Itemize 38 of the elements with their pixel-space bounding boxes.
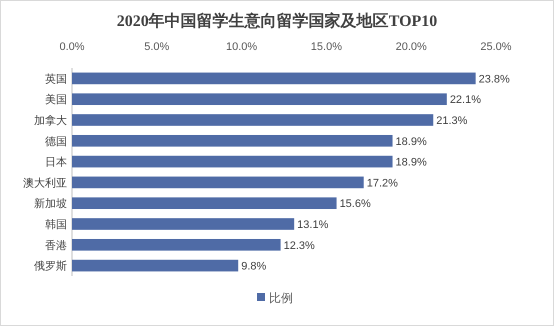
y-tick-label: 美国 [45, 93, 67, 106]
legend-label: 比例 [269, 291, 293, 305]
data-label: 18.9% [396, 136, 427, 148]
y-tick-label: 韩国 [45, 218, 67, 231]
bar [72, 134, 393, 147]
y-tick-label: 德国 [45, 136, 67, 148]
bar [72, 72, 476, 84]
data-label: 21.3% [436, 115, 468, 127]
y-tick-label: 加拿大 [34, 114, 67, 127]
x-tick-label: 10.0% [226, 41, 258, 53]
x-tick-label: 25.0% [480, 41, 512, 53]
y-tick-label: 澳大利亚 [23, 176, 67, 190]
chart-title: 2020年中国留学生意向留学国家及地区TOP10 [116, 11, 438, 30]
data-label: 9.8% [241, 260, 266, 273]
bar [72, 114, 434, 126]
data-label: 15.6% [340, 198, 371, 210]
y-tick-label: 俄罗斯 [34, 260, 67, 273]
bar [72, 156, 393, 168]
y-tick-label: 日本 [45, 156, 67, 169]
y-tick-label: 英国 [45, 72, 67, 86]
x-tick-label: 0.0% [59, 41, 85, 53]
data-label: 22.1% [450, 94, 482, 106]
data-label: 12.3% [284, 240, 316, 252]
data-label: 17.2% [366, 177, 398, 190]
x-tick-label: 20.0% [396, 41, 428, 53]
x-tick-label: 5.0% [144, 41, 170, 53]
data-label: 23.8% [478, 73, 510, 86]
data-label: 13.1% [297, 219, 329, 231]
bar [72, 238, 281, 251]
bar [72, 218, 294, 230]
bar [72, 93, 447, 106]
y-tick-label: 新加坡 [34, 197, 67, 210]
bar [72, 197, 337, 210]
y-tick-label: 香港 [45, 238, 67, 252]
x-tick-label: 15.0% [310, 41, 342, 53]
bar [72, 260, 238, 272]
bar [72, 176, 364, 188]
data-label: 18.9% [396, 156, 427, 169]
